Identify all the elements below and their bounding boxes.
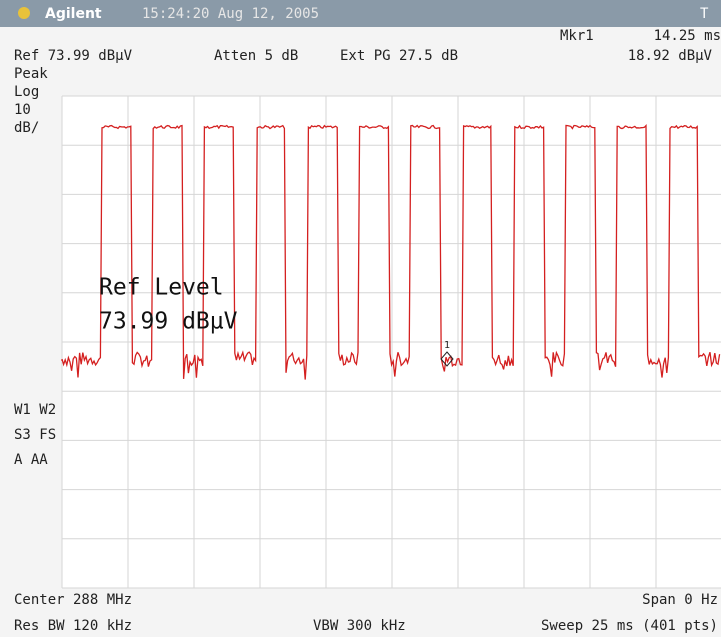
scale-label: dB/ [14,120,39,136]
res-bw: Res BW 120 kHz [14,618,132,634]
scale-label: 10 [14,102,31,118]
trace-label: W1 W2 [14,402,56,418]
ref: Ref 73.99 dBµV [14,48,133,64]
sweep: Sweep 25 ms (401 pts) [541,618,718,634]
grid [61,95,721,589]
brand: Agilent [45,6,102,22]
center: Center 288 MHz [14,592,132,608]
marker-level: 18.92 dBµV [628,48,713,64]
atten: Atten 5 dB [214,48,298,64]
ref-level-label: Ref Level [99,275,224,301]
ref-level-value: 73.99 dBµV [99,309,238,335]
trace-labels: W1 W2 S3 FS A AA [14,402,56,468]
marker-diamond [440,351,454,367]
timestamp: 15:24:20 Aug 12, 2005 [142,6,319,22]
span: Span 0 Hz [642,592,718,608]
status: T [700,6,709,22]
marker-time: 14.25 ms [654,28,721,44]
scale-label: Log [14,84,39,100]
logo-icon [18,7,30,19]
trace-label: S3 FS [14,427,56,443]
ext-pg: Ext PG 27.5 dB [340,48,458,64]
vbw: VBW 300 kHz [313,618,406,634]
scale-label: Peak [14,66,48,82]
marker-number: 1 [444,340,450,351]
title-bar [0,0,721,27]
trace [61,123,721,380]
scale-labels: Peak Log 10 dB/ [14,66,48,136]
marker-label: Mkr1 [560,28,594,44]
trace-label: A AA [14,452,48,468]
